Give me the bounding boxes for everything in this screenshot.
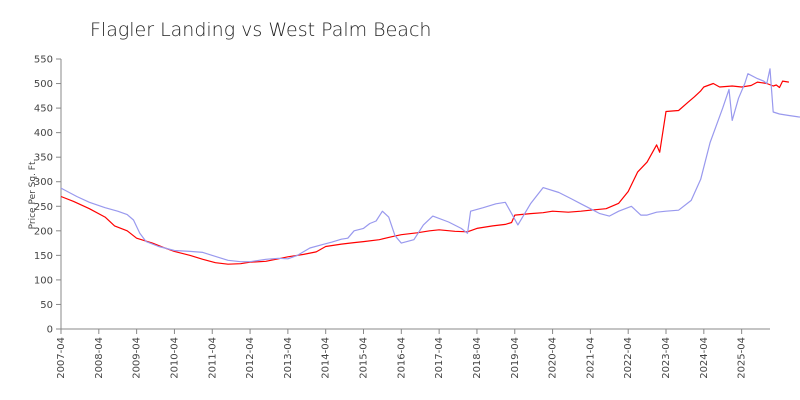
y-axis-label: Price Per Sq. Ft. <box>28 159 38 230</box>
y-tick-label: 350 <box>34 153 53 164</box>
x-tick-label: 2008-04 <box>94 337 105 379</box>
series-layer <box>60 68 800 265</box>
x-tick-label: 2016-04 <box>396 337 407 379</box>
x-tick-label: 2015-04 <box>359 337 370 379</box>
x-tick-label: 2011-04 <box>207 337 218 379</box>
x-tick-label: 2010-04 <box>169 337 180 379</box>
x-tick-label: 2009-04 <box>132 337 143 379</box>
x-tick-label: 2023-04 <box>661 337 672 379</box>
x-tick-label: 2017-04 <box>434 337 445 379</box>
x-tick-label: 2024-04 <box>699 337 710 379</box>
y-tick-label: 450 <box>34 104 53 115</box>
x-tick-label: 2019-04 <box>510 337 521 379</box>
x-tick-label: 2014-04 <box>321 337 332 379</box>
y-tick-label: 0 <box>47 325 53 336</box>
y-tick-label: 500 <box>34 79 53 90</box>
x-axis: 2007-04 2008-04 2009-04 2010-04 2011-04 2012-… <box>56 328 770 379</box>
series-line-1 <box>60 80 789 265</box>
y-tick-label: 50 <box>40 300 53 311</box>
y-tick-label: 200 <box>34 226 53 237</box>
y-tick-label: 150 <box>34 251 53 262</box>
chart-title: Flagler Landing vs West Palm Beach <box>90 19 431 41</box>
x-tick-label: 2013-04 <box>283 337 294 379</box>
y-tick-label: 250 <box>34 202 53 213</box>
x-tick-label: 2022-04 <box>623 337 634 379</box>
x-tick-label: 2018-04 <box>472 337 483 379</box>
x-tick-label: 2025-04 <box>737 337 748 379</box>
y-tick-label: 100 <box>34 275 53 286</box>
x-tick-label: 2021-04 <box>585 337 596 379</box>
x-tick-label: 2012-04 <box>245 337 256 379</box>
y-axis: 0 50 100 150 200 250 300 350 400 450 500 550 <box>34 55 62 336</box>
y-tick-label: 400 <box>34 128 53 139</box>
y-tick-label: 550 <box>34 55 53 66</box>
series-line-2 <box>60 68 800 263</box>
y-tick-label: 300 <box>34 177 53 188</box>
x-tick-label: 2007-04 <box>56 337 67 379</box>
x-tick-label: 2020-04 <box>548 337 559 379</box>
